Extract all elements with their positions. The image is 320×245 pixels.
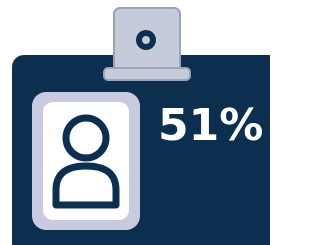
clip-base: [104, 68, 190, 80]
badge-graphic: 51%: [0, 0, 270, 245]
page: {"badge": {"label": "51%"}} 51% (() => {…: [0, 0, 270, 245]
stat-label: 51%: [158, 100, 263, 151]
clip-hole-center: [142, 36, 150, 44]
